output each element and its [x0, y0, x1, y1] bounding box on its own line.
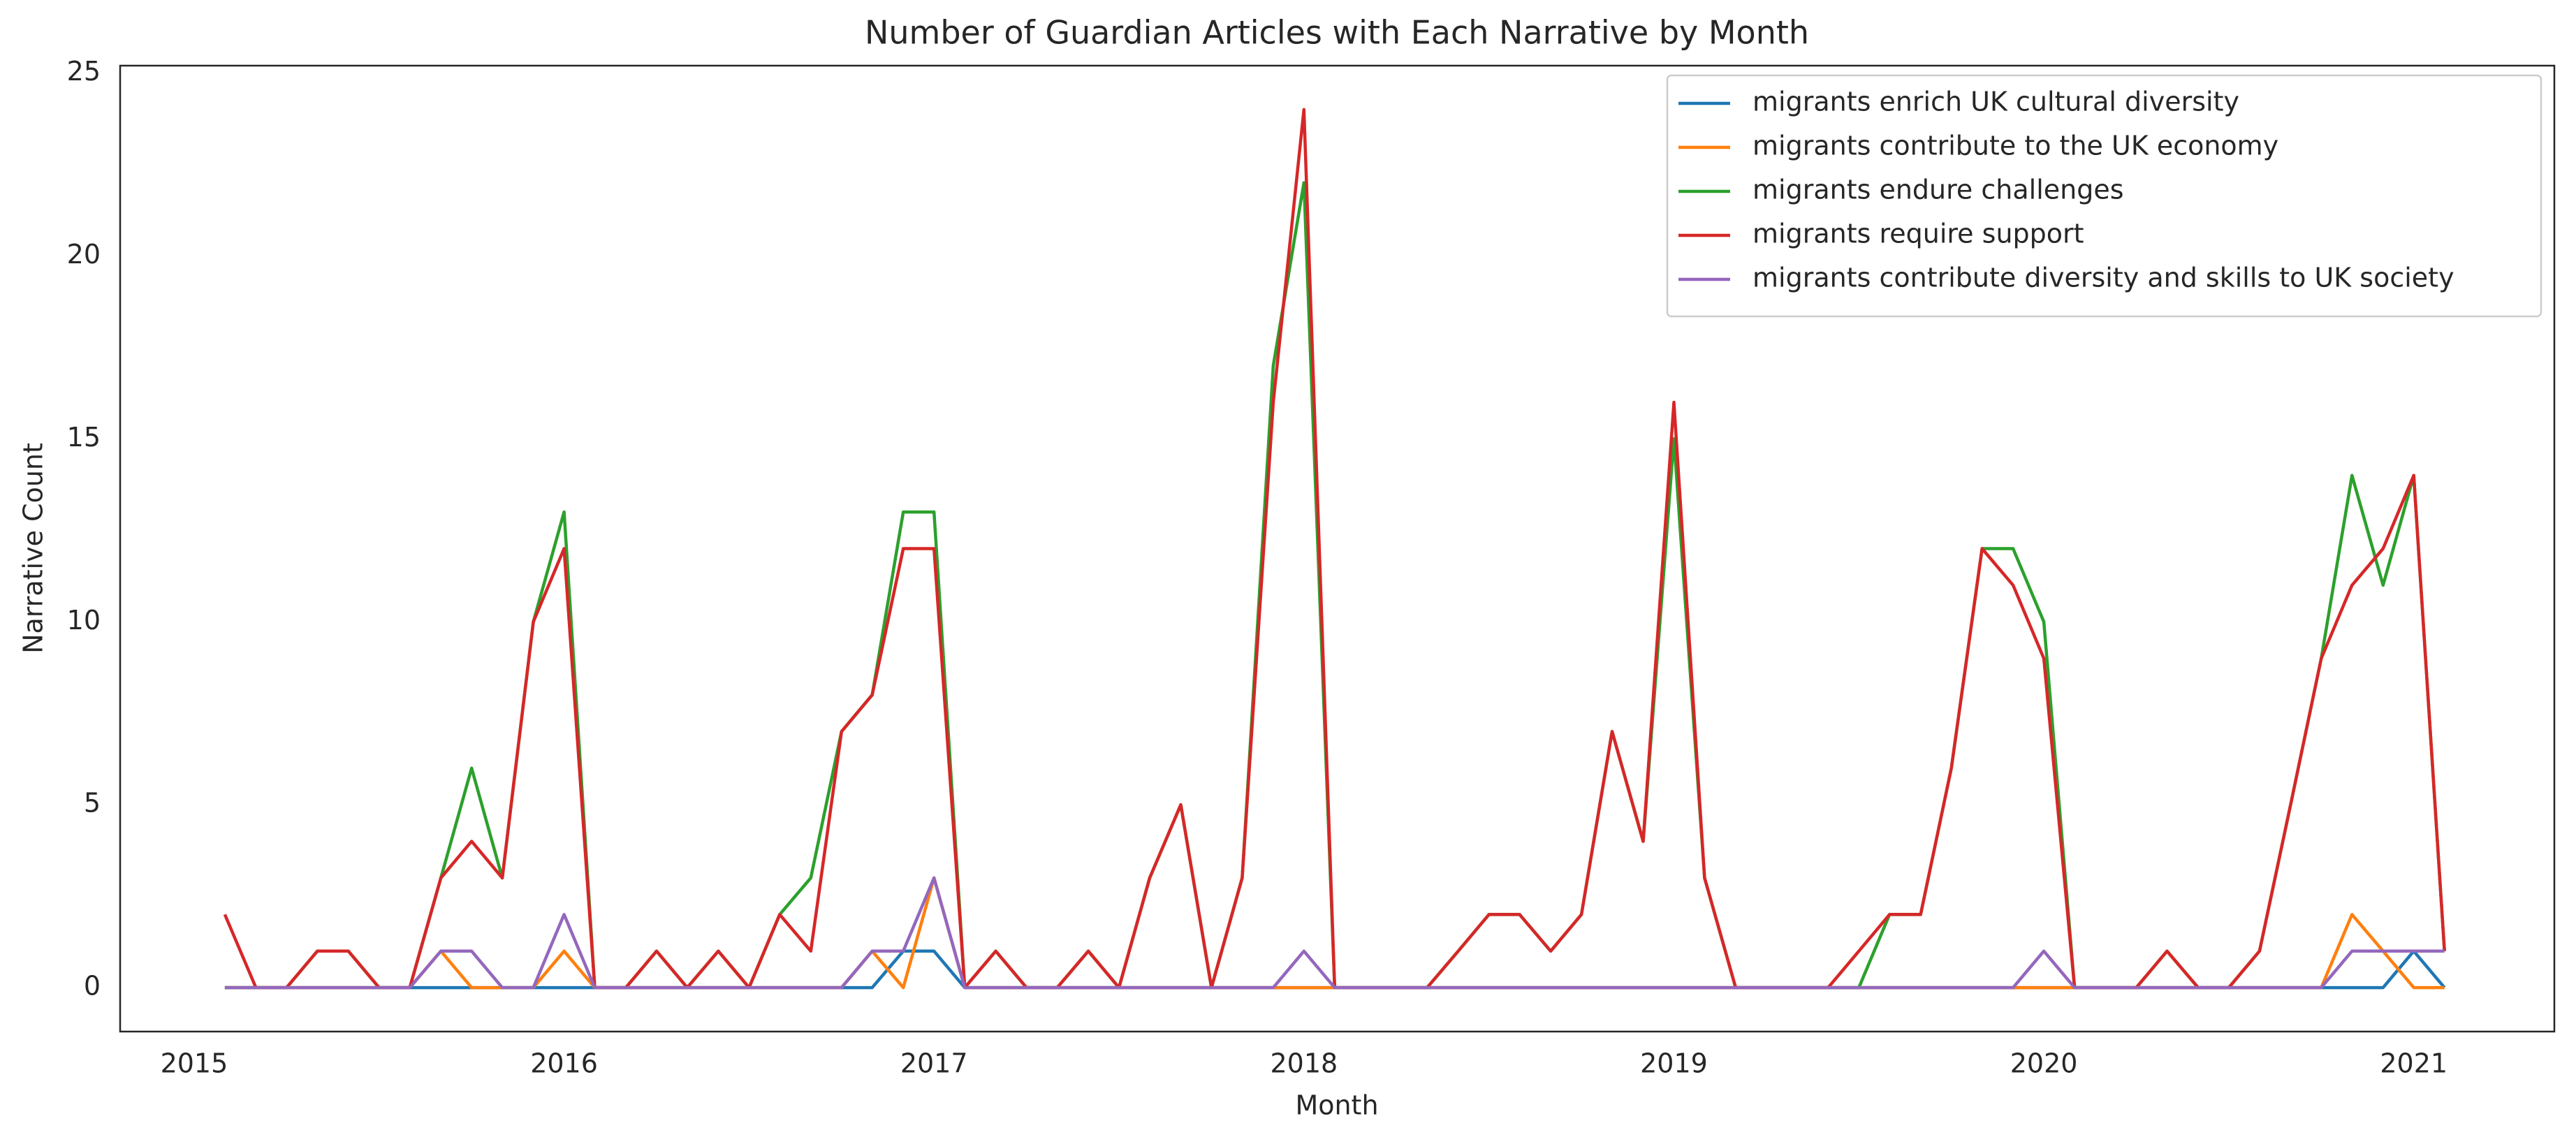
x-axis-label: Month [1295, 1090, 1378, 1121]
legend-label: migrants contribute to the UK economy [1752, 131, 2278, 161]
x-tick-label: 2021 [2380, 1048, 2447, 1079]
x-tick-label: 2019 [1640, 1048, 1708, 1079]
y-axis-label: Narrative Count [18, 443, 49, 654]
y-tick-label: 0 [84, 971, 101, 1002]
y-tick-label: 10 [67, 605, 101, 636]
x-tick-label: 2020 [2010, 1048, 2078, 1079]
x-tick-label: 2016 [530, 1048, 598, 1079]
y-tick-label: 5 [84, 788, 101, 819]
legend-label: migrants endure challenges [1752, 175, 2124, 205]
plot-frame [119, 64, 2556, 1033]
chart-title: Number of Guardian Articles with Each Na… [865, 14, 1809, 52]
x-tick-label: 2018 [1270, 1048, 1338, 1079]
legend-label: migrants contribute diversity and skills… [1752, 263, 2454, 293]
y-tick-label: 25 [67, 56, 101, 87]
legend-label: migrants enrich UK cultural diversity [1752, 87, 2239, 117]
y-tick-label: 20 [67, 239, 101, 270]
series-line [224, 876, 2445, 990]
y-tick-label: 15 [67, 422, 101, 453]
x-tick-label: 2017 [900, 1048, 968, 1079]
legend-label: migrants require support [1752, 219, 2084, 249]
x-tick-label: 2015 [161, 1048, 228, 1079]
legend-box [1666, 74, 2542, 318]
